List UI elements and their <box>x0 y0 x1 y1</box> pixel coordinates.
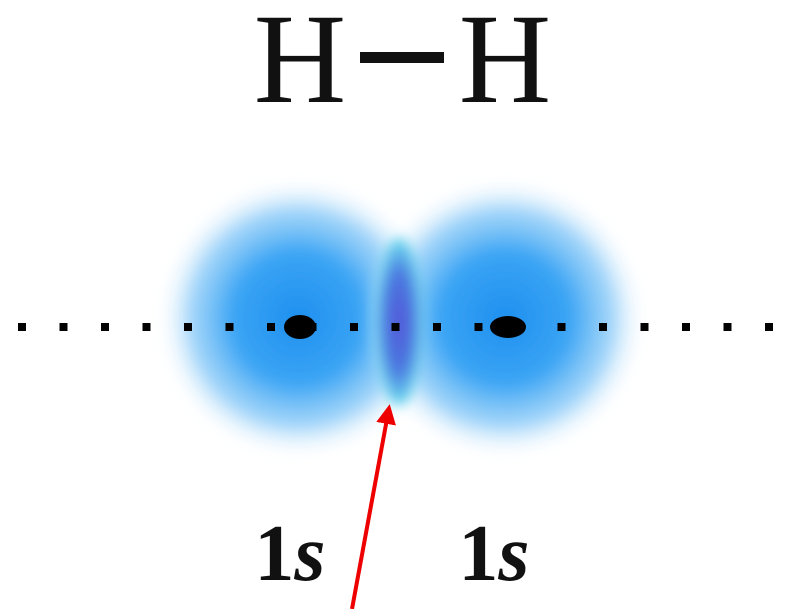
orbital-letter: s <box>497 510 529 598</box>
axis-dot <box>101 323 109 331</box>
axis-dot <box>142 323 151 331</box>
bond <box>360 52 444 63</box>
axis-dot <box>599 323 607 331</box>
quantum-number: 1 <box>458 510 498 598</box>
internuclear-axis <box>18 323 773 331</box>
axis-dot <box>225 323 234 331</box>
axis-dot <box>184 323 192 331</box>
pointer-arrow <box>350 404 396 609</box>
orbital-label: 1s <box>458 510 529 598</box>
axis-dot <box>474 323 483 331</box>
axis-dot <box>350 323 358 331</box>
axis-dot <box>267 323 275 331</box>
orbital-label: 1s <box>254 510 325 598</box>
nucleus <box>284 315 316 339</box>
axis-dot <box>18 323 26 331</box>
atom-label: H <box>254 0 346 130</box>
overlap-region <box>375 238 423 406</box>
axis-dot <box>765 323 773 331</box>
axis-dot <box>59 323 68 331</box>
axis-dot <box>723 323 732 331</box>
axis-dot <box>433 323 441 331</box>
axis-dot <box>557 323 566 331</box>
axis-dot <box>391 323 400 331</box>
orbital-letter: s <box>293 510 325 598</box>
axis-dot <box>682 323 690 331</box>
nucleus <box>490 316 526 338</box>
axis-dot <box>640 323 649 331</box>
quantum-number: 1 <box>254 510 294 598</box>
atom-label: H <box>459 0 551 130</box>
